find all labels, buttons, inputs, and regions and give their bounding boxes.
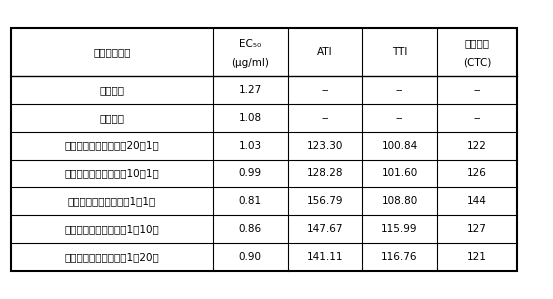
Text: 1.08: 1.08 [239, 113, 262, 123]
Text: --: -- [473, 113, 481, 123]
Text: 0.99: 0.99 [239, 168, 262, 179]
Text: 126: 126 [467, 168, 487, 179]
Text: 101.60: 101.60 [382, 168, 418, 179]
Text: 156.79: 156.79 [306, 196, 343, 206]
Text: 有效成分配比: 有效成分配比 [93, 47, 131, 57]
Text: 128.28: 128.28 [306, 168, 343, 179]
Text: 116.76: 116.76 [381, 252, 418, 262]
Text: 吵吵磺隆: 吵吵磺隆 [100, 113, 124, 123]
Text: --: -- [473, 85, 481, 95]
Text: 108.80: 108.80 [382, 196, 418, 206]
Bar [11, 28, 517, 271]
Text: --: -- [321, 85, 328, 95]
Text: EC₅₀: EC₅₀ [239, 39, 262, 48]
Text: 嘎嘴草锐：吵吵磺隆（1：10）: 嘎嘴草锐：吵吵磺隆（1：10） [65, 224, 159, 234]
Text: (CTC): (CTC) [463, 58, 491, 68]
Text: 123.30: 123.30 [307, 141, 343, 151]
Text: 嘎嘴草锐：吵吵磺隆（20：1）: 嘎嘴草锐：吵吵磺隆（20：1） [65, 141, 159, 151]
Text: 147.67: 147.67 [306, 224, 343, 234]
Text: --: -- [321, 113, 328, 123]
Text: 127: 127 [467, 224, 487, 234]
Text: (μg/ml): (μg/ml) [231, 58, 269, 68]
Text: 115.99: 115.99 [381, 224, 418, 234]
Text: TTI: TTI [392, 47, 407, 57]
Text: 嘎嘴草锐：吵吵磺隆（10：1）: 嘎嘴草锐：吵吵磺隆（10：1） [65, 168, 159, 179]
Text: --: -- [396, 113, 403, 123]
Text: 0.81: 0.81 [239, 196, 262, 206]
Text: 嘎嘴草锐：吵吵磺隆（1：20）: 嘎嘴草锐：吵吵磺隆（1：20） [65, 252, 159, 262]
Text: 122: 122 [467, 141, 487, 151]
Text: 0.86: 0.86 [239, 224, 262, 234]
Text: 1.27: 1.27 [238, 85, 262, 95]
Text: 1.03: 1.03 [239, 141, 262, 151]
Text: 141.11: 141.11 [306, 252, 343, 262]
Text: 121: 121 [467, 252, 487, 262]
Text: 0.90: 0.90 [239, 252, 262, 262]
Text: 144: 144 [467, 196, 487, 206]
Text: ATI: ATI [317, 47, 333, 57]
Text: 嘎嘴草锐: 嘎嘴草锐 [100, 85, 124, 95]
Text: 100.84: 100.84 [382, 141, 418, 151]
Text: 嘎嘴草锐：吵吵磺隆（1：1）: 嘎嘴草锐：吵吵磺隆（1：1） [68, 196, 156, 206]
Text: --: -- [396, 85, 403, 95]
Text: 共毒系数: 共毒系数 [465, 39, 489, 48]
